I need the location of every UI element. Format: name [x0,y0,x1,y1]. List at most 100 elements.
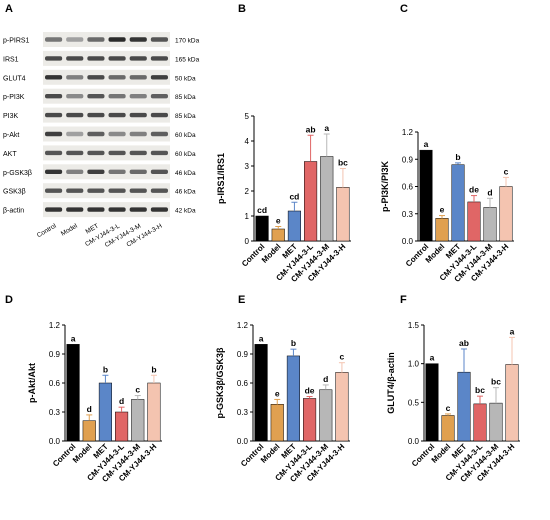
blot-protein-label: p-PIRS1 [3,38,30,45]
blot-row: GSK3β 46 kDa [3,183,196,199]
significance-letter: b [151,364,156,374]
y-axis-label: p-GSK3β/GSK3β [215,347,225,419]
bar [441,415,455,442]
bar [131,399,145,442]
bar [489,402,503,442]
bar [271,228,285,242]
significance-letter: e [440,205,445,215]
significance-letter: de [305,386,315,396]
bar [66,344,80,442]
y-tick-label: 0.0 [49,437,61,446]
significance-letter: bc [491,377,501,387]
bar [270,404,284,442]
significance-letter: d [323,374,328,384]
blot-band [66,169,84,174]
blot-band [66,37,84,42]
y-tick-label: 1 [245,212,250,221]
y-tick-label: 1.2 [237,321,249,330]
y-tick-label: 0.9 [402,155,414,164]
blot-row: GLUT4 50 kDa [3,69,196,85]
blot-protein-label: β-actin [3,208,24,215]
bar [303,398,317,442]
blot-size-label: 85 kDa [175,113,196,120]
blot-band [108,150,126,156]
bar [304,161,318,242]
blot-band [66,75,84,80]
significance-letter: a [71,333,76,343]
blot-band [150,188,168,193]
panel-a: Ap-PIRS1 170 kDa IRS1 165 kDa GLUT4 50 kDa p-P… [3,3,200,249]
blot-band [108,112,126,118]
y-tick-label: 0.6 [402,183,414,192]
blot-protein-label: p-Akt [3,132,19,139]
y-tick-label: 0 [245,237,250,246]
blot-band [108,207,126,212]
panel-label: B [238,3,246,15]
blot-protein-label: p-GSK3β [3,170,32,177]
panel-label: F [400,294,407,306]
blot-band [45,94,63,99]
y-tick-label: 0.6 [237,379,249,388]
blot-strip [43,164,170,180]
significance-letter: d [119,396,124,406]
blot-band [45,131,63,137]
blot-protein-label: p-PI3K [3,94,25,101]
blot-band [129,188,147,193]
blot-strip [43,32,170,47]
blot-band [87,112,105,118]
bar [287,210,301,242]
bar [147,382,161,442]
significance-letter: a [259,333,264,343]
y-axis-label: p-Akt/Akt [27,363,37,403]
blot-row: IRS1 165 kDa [3,50,200,66]
bar [457,371,471,442]
blot-band [45,150,63,156]
significance-letter: a [324,123,329,133]
blot-band [150,56,168,61]
y-tick-label: 0.9 [49,350,61,359]
bar [483,207,497,242]
blot-band [150,75,168,80]
y-tick-label: 1.2 [402,128,414,137]
significance-letter: a [430,353,435,363]
y-tick-label: 0.9 [237,350,249,359]
blot-band [66,207,84,212]
blot-band [87,188,105,193]
blot-strip [43,50,170,66]
blot-size-label: 42 kDa [175,208,196,215]
blot-band [129,131,147,137]
significance-letter: c [340,352,345,362]
significance-letter: ab [306,124,316,134]
bar [254,344,268,442]
blot-band [129,207,147,212]
blot-band [108,75,126,80]
blot-row: β-actin 42 kDa [3,202,196,218]
bar [435,218,449,242]
blot-band [129,75,147,80]
blot-protein-label: IRS1 [3,56,19,63]
blot-band [87,169,105,174]
y-axis-label: GLUT4/β-actin [386,352,396,414]
blot-band [108,94,126,99]
bar [320,156,334,242]
blot-band [45,112,63,118]
y-tick-label: 0.3 [237,408,249,417]
blot-band [66,94,84,99]
bar [451,164,465,242]
blot-band [150,131,168,137]
blot-band [129,94,147,99]
blot-size-label: 85 kDa [175,94,196,101]
blot-band [87,56,105,61]
bar [335,372,349,442]
y-tick-label: 0.3 [402,210,414,219]
bar [98,382,112,442]
blot-band [66,131,84,137]
blot-band [45,37,63,42]
blot-protein-label: PI3K [3,113,19,120]
y-axis-label: p-PI3K/PI3K [380,160,390,212]
bar [419,149,433,242]
blot-size-label: 46 kDa [175,170,196,177]
bar [467,201,481,242]
significance-letter: cd [257,205,267,215]
blot-strip [43,107,170,123]
